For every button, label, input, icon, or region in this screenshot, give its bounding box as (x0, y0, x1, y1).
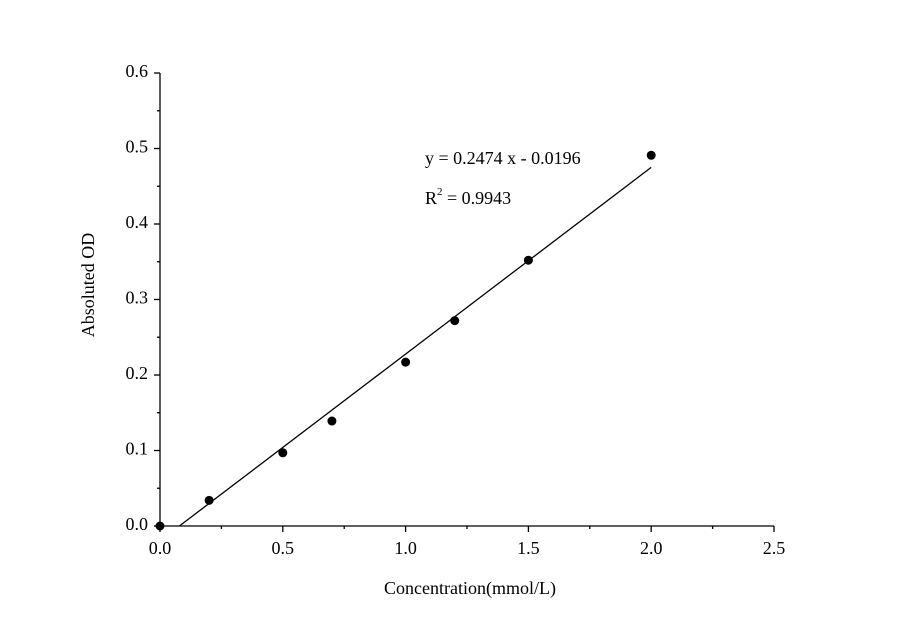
y-tick-label: 0.5 (126, 137, 149, 157)
data-point (327, 416, 337, 426)
r-squared-value: = 0.9943 (443, 188, 512, 208)
data-point (401, 357, 411, 367)
x-tick-label: 0.0 (149, 538, 172, 558)
r-squared-superscript: 2 (437, 186, 443, 198)
x-tick-label: 1.0 (394, 538, 417, 558)
x-axis-label: Concentration(mmol/L) (384, 578, 556, 599)
y-tick-label: 0.1 (126, 439, 149, 459)
x-tick-label: 0.5 (272, 538, 295, 558)
y-tick-label: 0.6 (126, 61, 149, 81)
y-tick-label: 0.4 (126, 212, 149, 232)
equation: y = 0.2474 x - 0.0196 (425, 148, 581, 168)
x-tick-label: 2.5 (763, 538, 786, 558)
data-point (646, 150, 656, 160)
r-squared: R2 = 0.9943 (425, 186, 511, 209)
data-point (278, 448, 288, 458)
x-tick-label: 2.0 (640, 538, 663, 558)
r-squared-base: R (425, 188, 437, 208)
data-point (523, 255, 533, 265)
data-point (450, 316, 460, 326)
fit-line (179, 166, 652, 527)
y-tick-label: 0.3 (126, 288, 149, 308)
x-tick-label: 1.5 (517, 538, 540, 558)
y-tick-label: 0.0 (126, 514, 149, 534)
y-axis-label: Absoluted OD (78, 233, 98, 338)
y-tick-label: 0.2 (126, 363, 149, 383)
data-point (204, 495, 214, 505)
data-point (155, 521, 165, 531)
